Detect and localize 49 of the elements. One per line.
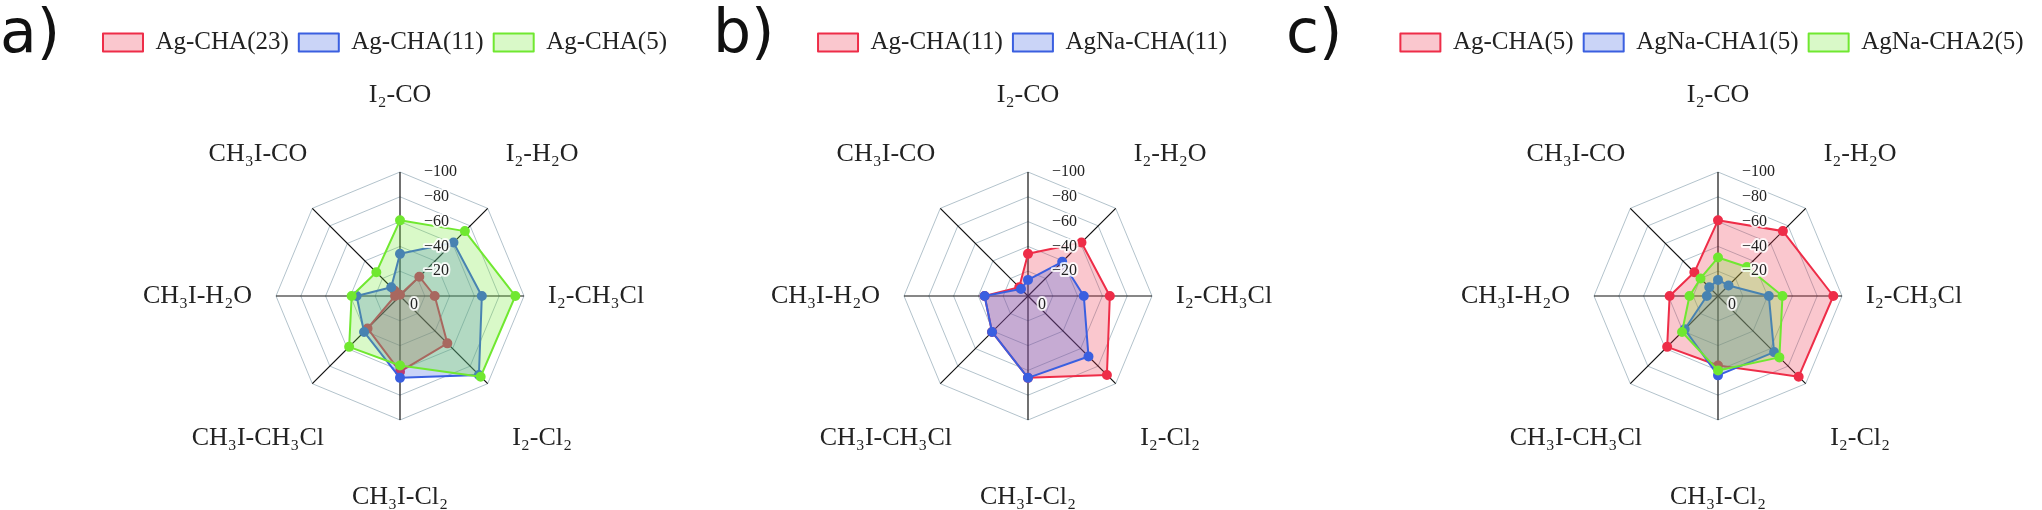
spoke-label: CH₃I-Cl₂	[351, 480, 449, 510]
spoke-label: CH₃I-Cl₂	[1669, 480, 1767, 510]
spoke-label: I₂-CH₃Cl	[1866, 279, 1963, 309]
legend-label: Ag-CHA(5)	[546, 27, 668, 56]
chart-title: a)	[0, 0, 61, 66]
y-tick-label: −100	[1742, 162, 1776, 180]
y-tick-label: −20	[424, 261, 450, 279]
spoke-label: CH₃I-Cl₂	[979, 480, 1077, 510]
y-tick-label: −80	[1742, 187, 1768, 204]
chart-title: c)	[1286, 0, 1343, 66]
spoke-label: CH₃I-H₂O	[770, 279, 880, 309]
legend-label: Ag-CHA(23)	[155, 27, 289, 56]
spoke-label: I₂-Cl₂	[1140, 421, 1201, 451]
spoke-label: CH₃I-CH₃Cl	[191, 421, 324, 451]
spoke-label: CH₃I-CH₃Cl	[1509, 421, 1642, 451]
y-tick-label: 0	[1038, 295, 1046, 313]
y-tick-label: −100	[1052, 162, 1086, 180]
spoke-label: CH₃I-CH₃Cl	[819, 421, 952, 451]
legend-label: Ag-CHA(11)	[870, 27, 1003, 56]
y-tick-label: −60	[1742, 211, 1768, 229]
spoke-label: CH₃I-H₂O	[1460, 279, 1570, 309]
spoke-label: CH₃I-CO	[208, 137, 308, 167]
spoke-label: CH₃I-H₂O	[142, 279, 252, 309]
spoke-label: I₂-CO	[996, 78, 1060, 108]
spoke-label: CH₃I-CO	[836, 137, 936, 167]
y-tick-label: −60	[1052, 211, 1078, 229]
spoke-label: CH₃I-CO	[1526, 137, 1626, 167]
spoke-label: I₂-Cl₂	[1830, 421, 1891, 451]
legend-label: Ag-CHA(11)	[351, 27, 484, 56]
legend-label: AgNa-CHA2(5)	[1861, 27, 2024, 56]
y-tick-label: −80	[424, 187, 450, 204]
legend-label: AgNa-CHA1(5)	[1636, 27, 1799, 56]
y-tick-label: 0	[410, 295, 418, 313]
spoke-label: I₂-CO	[1686, 78, 1750, 108]
legend-label: Ag-CHA(5)	[1452, 27, 1574, 56]
spoke-label: I₂-H₂O	[1133, 137, 1207, 167]
spoke-label: I₂-CH₃Cl	[548, 279, 645, 309]
spoke-label: I₂-Cl₂	[512, 421, 573, 451]
y-tick-label: −100	[424, 162, 458, 180]
spoke-label: I₂-CO	[368, 78, 432, 108]
spoke-label: I₂-H₂O	[1823, 137, 1897, 167]
spoke-label: I₂-CH₃Cl	[1176, 279, 1273, 309]
y-tick-label: 0	[1728, 295, 1736, 313]
spoke-label: I₂-H₂O	[505, 137, 579, 167]
y-tick-label: −80	[1052, 187, 1078, 204]
chart-title: b)	[713, 0, 775, 66]
y-tick-label: −60	[424, 211, 450, 229]
y-tick-label: −40	[1742, 236, 1768, 254]
legend-label: AgNa-CHA(11)	[1065, 27, 1227, 56]
